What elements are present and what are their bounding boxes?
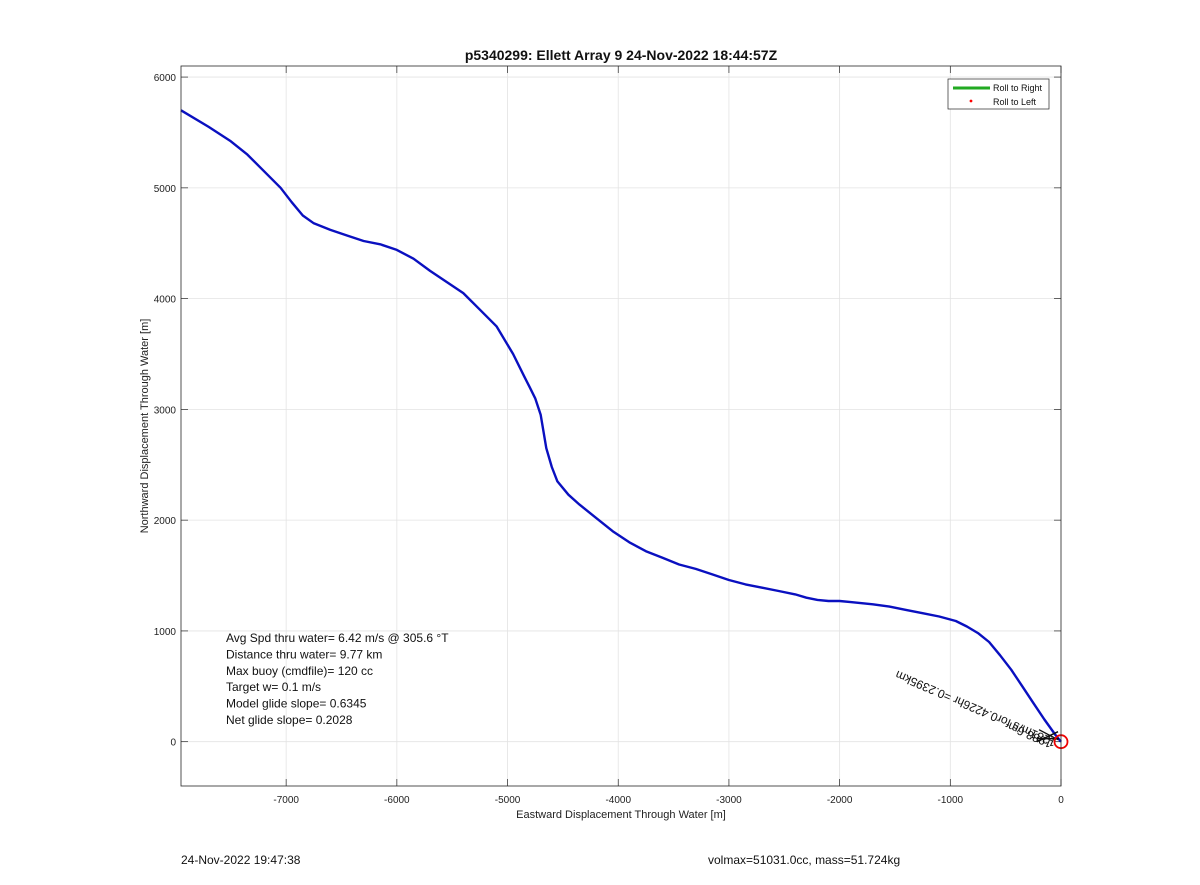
x-tick-label: -4000: [605, 795, 631, 806]
footer-mass-info: volmax=51031.0cc, mass=51.724kg: [708, 853, 901, 867]
axes-background: [181, 66, 1061, 786]
grid-lines: [181, 66, 1062, 786]
x-tick-label: -6000: [384, 795, 410, 806]
axes-frame: [180, 65, 1062, 787]
axis-ticks: -7000 -6000 -5000 -4000 -3000 -2000 -1000 0 0 100…: [154, 66, 1064, 806]
stat-line: Max buoy (cmdfile)= 120 cc: [226, 664, 373, 678]
legend-label-roll-left: Roll to Left: [993, 97, 1037, 107]
chart-title: p5340299: Ellett Array 9 24-Nov-2022 18:…: [465, 47, 778, 63]
x-tick-label: -2000: [827, 795, 853, 806]
x-axis-label: Eastward Displacement Through Water [m]: [516, 809, 726, 821]
legend: Roll to Right Roll to Left: [947, 78, 1050, 110]
stat-line: Model glide slope= 0.6345: [226, 697, 367, 711]
y-tick-label: 4000: [154, 295, 177, 306]
x-tick-label: 0: [1058, 795, 1064, 806]
stat-line: Avg Spd thru water= 6.42 m/s @ 305.6 °T: [226, 631, 449, 645]
y-tick-label: 5000: [154, 184, 177, 195]
y-tick-label: 2000: [154, 516, 177, 527]
x-tick-label: -3000: [716, 795, 742, 806]
y-tick-label: 0: [170, 738, 176, 749]
stat-line: Distance thru water= 9.77 km: [226, 647, 382, 661]
y-tick-label: 6000: [154, 73, 177, 84]
series-layer: [180, 109, 1062, 743]
y-tick-label: 3000: [154, 405, 177, 416]
stat-line: Target w= 0.1 m/s: [226, 680, 321, 694]
legend-box: [947, 78, 1050, 110]
x-tick-label: -7000: [273, 795, 299, 806]
y-tick-label: 1000: [154, 627, 177, 638]
x-tick-label: -1000: [938, 795, 964, 806]
series-line-0: [180, 109, 1062, 743]
stats-block: Avg Spd thru water= 6.42 m/s @ 305.6 °T D…: [226, 631, 449, 727]
stat-line: Net glide slope= 0.2028: [226, 713, 353, 727]
x-tick-label: -5000: [495, 795, 521, 806]
footer-timestamp: 24-Nov-2022 19:47:38: [181, 853, 301, 867]
legend-dot-roll-left: [969, 99, 973, 103]
legend-label-roll-right: Roll to Right: [993, 83, 1043, 93]
y-axis-label: Northward Displacement Through Water [m]: [139, 319, 151, 534]
current-arrow-head: [1036, 731, 1059, 743]
